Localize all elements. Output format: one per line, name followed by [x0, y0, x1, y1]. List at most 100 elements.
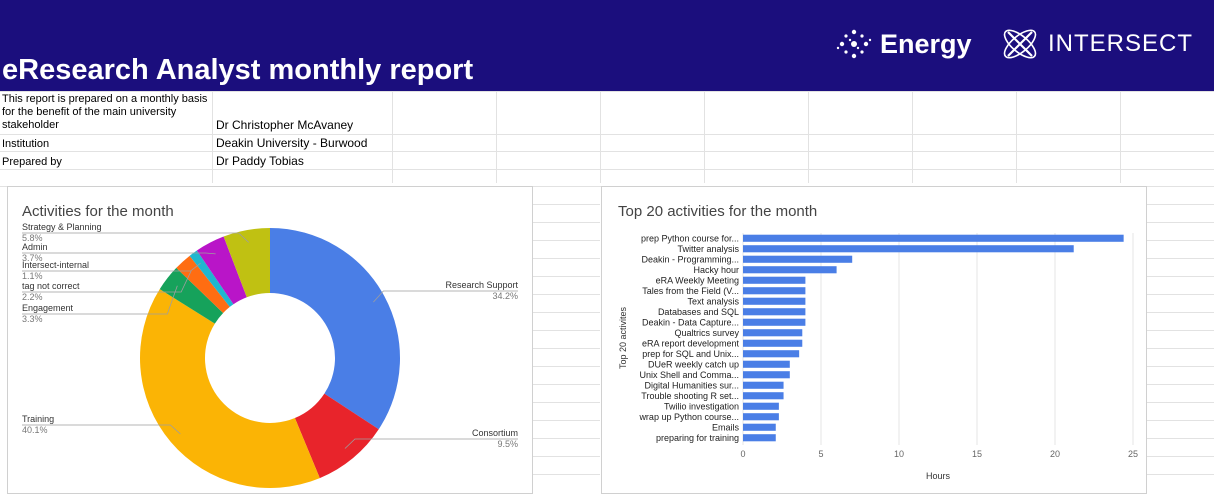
grid-line	[600, 91, 601, 183]
grid-line	[1120, 91, 1121, 183]
bar-4[interactable]	[743, 266, 837, 274]
grid-margin	[1146, 186, 1214, 496]
energy-logo-text: Energy	[880, 28, 972, 59]
grid-line	[912, 91, 913, 183]
bar-18[interactable]	[743, 413, 779, 421]
slice-label: Strategy & Planning	[22, 222, 102, 232]
grid-line	[496, 91, 497, 183]
x-tick-label: 15	[972, 449, 982, 459]
leader-line	[22, 270, 192, 293]
y-category-label: prep for SQL and Unix...	[642, 349, 739, 359]
top20-chart-card[interactable]: Top 20 activities for the month 0 5 10 15 20…	[601, 186, 1147, 494]
bar-15[interactable]	[743, 381, 784, 389]
leader-line	[344, 438, 518, 449]
bar-19[interactable]	[743, 423, 776, 431]
bar-2[interactable]	[743, 245, 1074, 253]
y-category-label: eRA Weekly Meeting	[656, 275, 739, 285]
bar-13[interactable]	[743, 360, 790, 368]
leader-line	[22, 232, 249, 243]
leader-line	[22, 262, 201, 272]
slice-tag-not-correct[interactable]	[176, 255, 230, 313]
activities-chart-card[interactable]: Activities for the month Research Suppor…	[7, 186, 533, 494]
x-tick-label: 0	[740, 449, 745, 459]
grid-line	[0, 134, 1214, 135]
leader-line	[22, 424, 181, 435]
grid-line	[0, 91, 1214, 92]
y-category-label: Emails	[712, 422, 740, 432]
slice-percent-label: 9.5%	[497, 439, 518, 449]
slice-engagement[interactable]	[159, 267, 224, 324]
bar-11[interactable]	[743, 339, 803, 347]
prepared-value[interactable]: Dr Paddy Tobias	[216, 154, 304, 168]
slice-percent-label: 40.1%	[22, 425, 48, 435]
header-banner: Energy INTERSECT eResearch Analyst month…	[0, 0, 1214, 91]
y-category-label: Databases and SQL	[658, 307, 739, 317]
bar-8[interactable]	[743, 308, 806, 316]
slice-label: Admin	[22, 242, 48, 252]
bar-1[interactable]	[743, 234, 1124, 242]
slice-label: tag not correct	[22, 281, 80, 291]
y-category-label: prep Python course for...	[641, 233, 739, 243]
bar-chart-title: Top 20 activities for the month	[618, 203, 818, 220]
slice-research-support[interactable]	[270, 228, 401, 430]
slice-consortium[interactable]	[294, 393, 379, 479]
leader-line	[373, 290, 518, 303]
y-category-label: Tales from the Field (V...	[642, 286, 739, 296]
bar-5[interactable]	[743, 276, 806, 284]
slice-percent-label: 34.2%	[492, 291, 518, 301]
slice-label: Consortium	[472, 428, 518, 438]
slice-percent-label: 5.8%	[22, 233, 43, 243]
grid-line	[0, 169, 1214, 170]
slice-label: Training	[22, 414, 54, 424]
leader-line	[22, 285, 178, 315]
bar-17[interactable]	[743, 402, 779, 410]
y-category-label: Unix Shell and Comma...	[639, 370, 739, 380]
bar-9[interactable]	[743, 318, 806, 326]
intersect-logo-text: INTERSECT	[1048, 30, 1194, 57]
bar-3[interactable]	[743, 255, 853, 263]
slice-label: Intersect-internal	[22, 260, 89, 270]
y-category-label: preparing for training	[656, 433, 739, 443]
grid-line	[704, 91, 705, 183]
slice-percent-label: 3.7%	[22, 253, 43, 263]
y-axis-label: Top 20 activites	[618, 306, 628, 369]
slice-percent-label: 1.1%	[22, 271, 43, 281]
intersect-logo: INTERSECT	[998, 22, 1193, 66]
y-category-label: DUeR weekly catch up	[648, 359, 739, 369]
grid-line	[808, 91, 809, 183]
slice-training[interactable]	[140, 289, 320, 488]
intro-line-1: This report is prepared on a monthly bas…	[2, 93, 208, 105]
grid-line	[392, 91, 393, 183]
intro-line-3: stakeholder	[2, 119, 59, 131]
y-category-label: eRA report development	[642, 338, 740, 348]
slice-label: Research Support	[445, 280, 518, 290]
bar-chart: 0 5 10 15 20 25 prep Python course for...Twitt…	[618, 233, 1138, 481]
institution-value[interactable]: Deakin University - Burwood	[216, 136, 368, 150]
slice-strategy-planning[interactable]	[223, 228, 270, 298]
bar-7[interactable]	[743, 297, 806, 305]
bar-12[interactable]	[743, 350, 800, 358]
bar-10[interactable]	[743, 329, 803, 337]
y-category-label: Twilio investigation	[664, 401, 739, 411]
institution-label: Institution	[2, 138, 50, 150]
grid-line	[212, 91, 213, 183]
leader-line	[22, 252, 216, 255]
page-title: eResearch Analyst monthly report	[2, 54, 474, 86]
y-category-label: wrap up Python course...	[638, 412, 739, 422]
intro-line-2: for the benefit of the main university	[2, 106, 177, 118]
slice-intersect-internal[interactable]	[189, 250, 234, 307]
spreadsheet-grid: This report is prepared on a monthly bas…	[0, 91, 1214, 496]
grid-line	[0, 151, 1214, 152]
bar-14[interactable]	[743, 371, 790, 379]
bar-16[interactable]	[743, 392, 784, 400]
slice-label: Engagement	[22, 303, 74, 313]
bar-20[interactable]	[743, 434, 776, 442]
y-category-label: Qualtrics survey	[674, 328, 739, 338]
x-tick-label: 20	[1050, 449, 1060, 459]
y-category-label: Deakin - Data Capture...	[642, 317, 739, 327]
bar-6[interactable]	[743, 287, 806, 295]
y-category-label: Digital Humanities sur...	[644, 380, 739, 390]
energy-logo: Energy	[836, 22, 972, 66]
stakeholder-value[interactable]: Dr Christopher McAvaney	[216, 118, 354, 132]
